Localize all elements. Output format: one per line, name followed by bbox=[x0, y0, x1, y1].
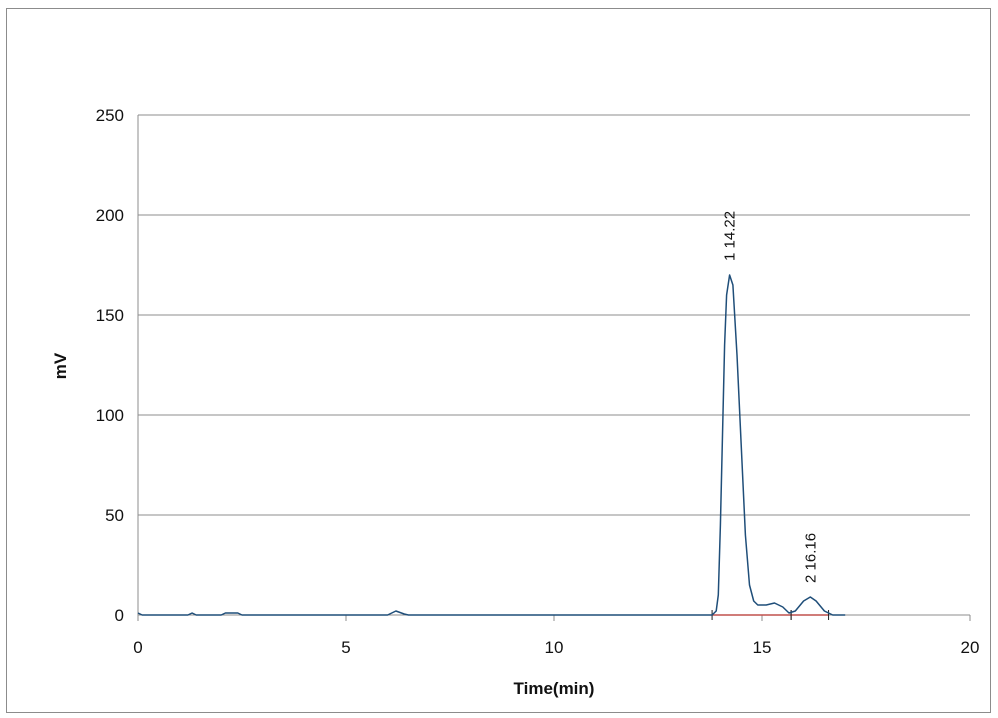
x-tick-marks bbox=[137, 615, 971, 621]
y-axis-title: mV bbox=[51, 352, 70, 379]
y-tick-label-250: 250 bbox=[96, 106, 124, 125]
y-tick-label-100: 100 bbox=[96, 406, 124, 425]
y-tick-label-0: 0 bbox=[115, 606, 124, 625]
x-tick-label-15: 15 bbox=[753, 638, 772, 657]
peak-annotations: 1 14.22 2 16.16 bbox=[722, 211, 820, 583]
x-tick-label-20: 20 bbox=[961, 638, 980, 657]
y-tick-label-200: 200 bbox=[96, 206, 124, 225]
y-tick-label-150: 150 bbox=[96, 306, 124, 325]
x-tick-label-0: 0 bbox=[133, 638, 142, 657]
peak-label-1: 1 14.22 bbox=[722, 211, 739, 261]
series-line bbox=[137, 274, 846, 616]
x-tick-label-10: 10 bbox=[545, 638, 564, 657]
chart-frame bbox=[6, 8, 991, 713]
y-tick-label-50: 50 bbox=[105, 506, 124, 525]
x-tick-label-5: 5 bbox=[341, 638, 350, 657]
x-tick-labels: 0 5 10 15 20 bbox=[133, 638, 979, 657]
x-axis-title: Time(min) bbox=[514, 679, 595, 698]
baselines bbox=[711, 610, 830, 620]
gridlines bbox=[138, 114, 970, 616]
y-tick-labels: 0 50 100 150 200 250 bbox=[96, 106, 124, 625]
peak-label-2: 2 16.16 bbox=[802, 533, 819, 583]
